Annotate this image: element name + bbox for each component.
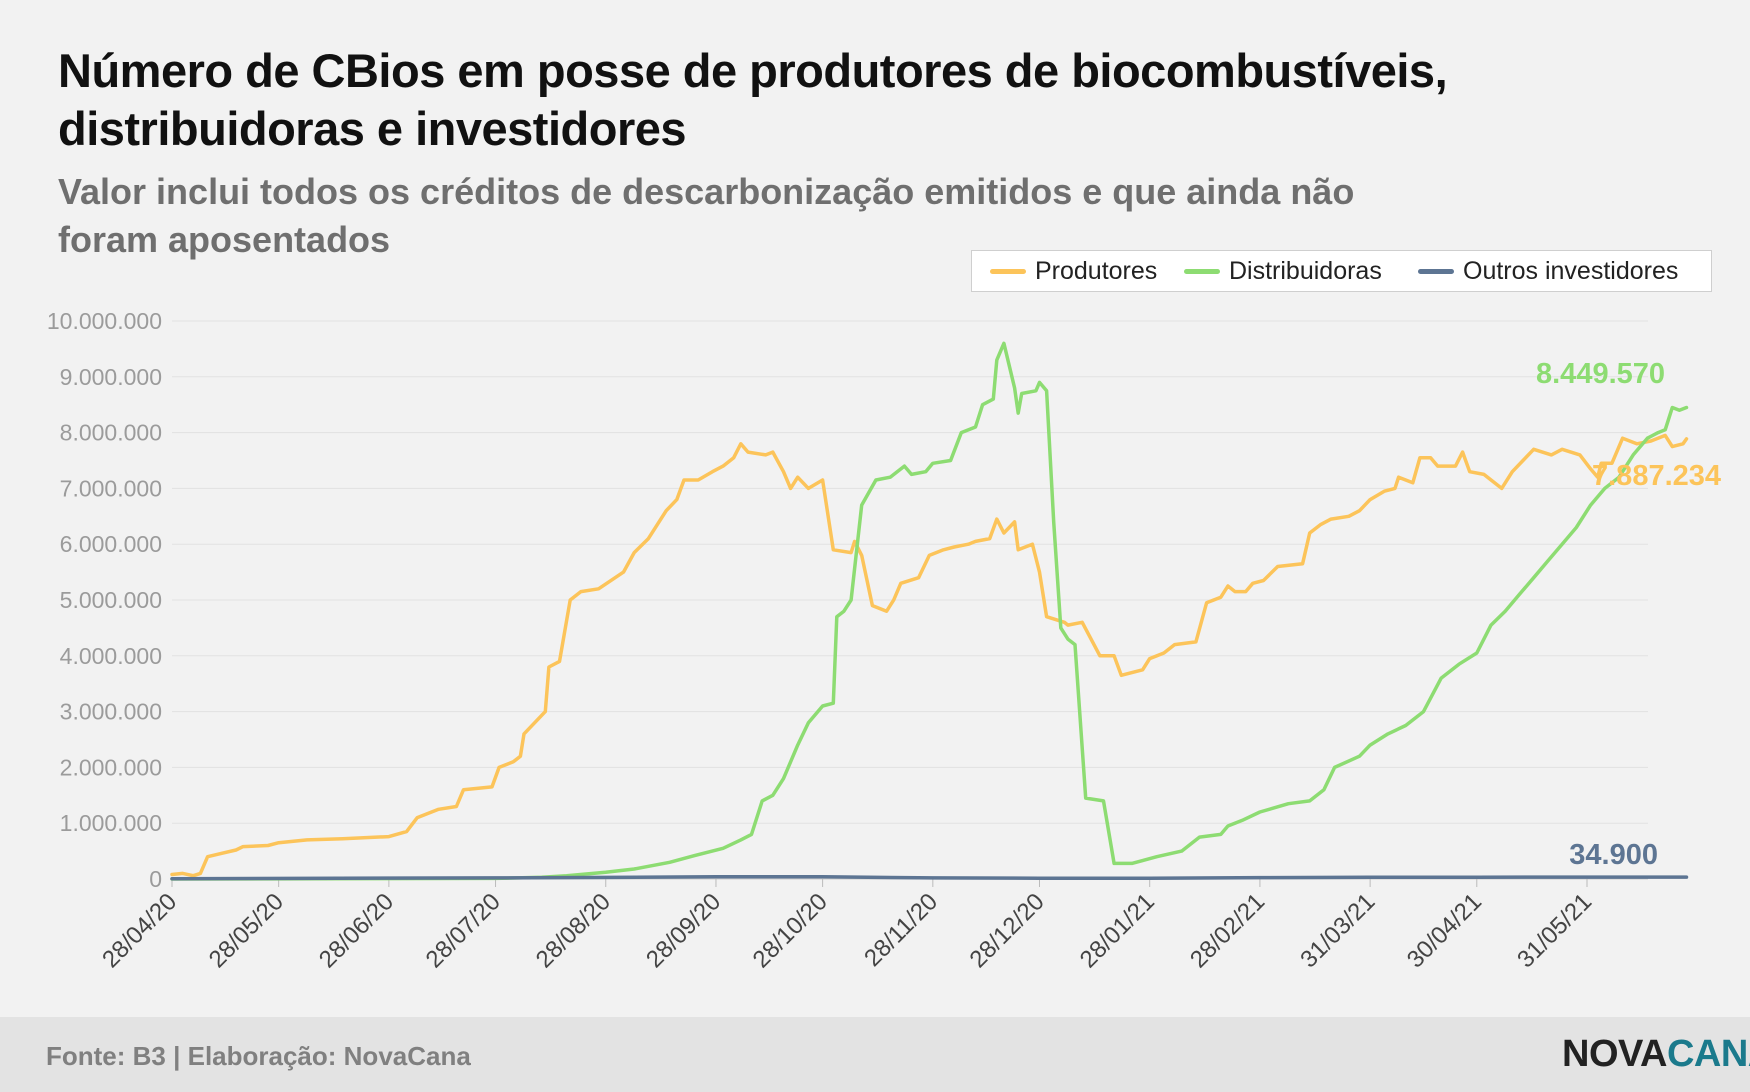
y-tick-label: 4.000.000 xyxy=(60,643,162,669)
source-text: Fonte: B3 | Elaboração: NovaCana xyxy=(46,1041,471,1071)
x-tick-label: 31/05/21 xyxy=(1512,888,1597,973)
legend-swatch-outros-investidores xyxy=(1418,268,1454,274)
x-tick-label: 28/05/20 xyxy=(204,888,289,973)
y-tick-label: 10.000.000 xyxy=(47,308,162,334)
x-tick-label: 28/08/20 xyxy=(531,888,616,973)
y-tick-label: 2.000.000 xyxy=(60,754,162,780)
x-tick-label: 31/03/21 xyxy=(1295,888,1380,973)
x-tick-label: 30/04/21 xyxy=(1402,888,1487,973)
logo-text-cana: CANA xyxy=(1666,1033,1750,1075)
line-chart: 0 1.000.000 2.000.000 3.000.000 4.000.000 5.0… xyxy=(47,308,1721,973)
y-tick-label: 5.000.000 xyxy=(60,587,162,613)
logo-text-nova: NOVA xyxy=(1562,1033,1667,1075)
chart-title: Número de CBios em posse de produtores d… xyxy=(58,44,1448,155)
y-tick-label: 7.000.000 xyxy=(60,475,162,501)
y-tick-label: 3.000.000 xyxy=(60,699,162,725)
series-line-produtores xyxy=(170,433,1689,878)
end-label-distribuidoras: 8.449.570 xyxy=(1536,358,1665,390)
x-tick-label: 28/04/20 xyxy=(97,888,182,973)
series-line-outros-investidores xyxy=(170,875,1689,881)
end-label-produtores: 7.887.234 xyxy=(1592,460,1721,492)
x-tick-label: 28/02/21 xyxy=(1185,888,1270,973)
x-tick-label: 28/10/20 xyxy=(748,888,833,973)
x-tick-label: 28/07/20 xyxy=(421,888,506,973)
y-tick-label: 0 xyxy=(149,866,162,892)
legend: Produtores Distribuidoras Outros investi… xyxy=(971,250,1712,292)
footer: Fonte: B3 | Elaboração: NovaCana NOVA CA… xyxy=(0,1017,1750,1092)
x-tick-label: 28/06/20 xyxy=(314,888,399,973)
legend-item-produtores[interactable]: Produtores xyxy=(990,251,1157,291)
x-tick-label: 28/09/20 xyxy=(641,888,726,973)
legend-swatch-distribuidoras xyxy=(1184,268,1220,274)
legend-item-outros-investidores[interactable]: Outros investidores xyxy=(1418,251,1678,291)
series-line-distribuidoras xyxy=(170,341,1689,881)
legend-label-distribuidoras: Distribuidoras xyxy=(1229,256,1382,285)
x-tick-label: 28/12/20 xyxy=(965,888,1050,973)
novacana-logo[interactable]: NOVA CANA xyxy=(1562,1033,1750,1076)
x-tick-label: 28/01/21 xyxy=(1075,888,1160,973)
legend-item-distribuidoras[interactable]: Distribuidoras xyxy=(1184,251,1382,291)
y-tick-label: 8.000.000 xyxy=(60,420,162,446)
x-tick-label: 28/11/20 xyxy=(859,888,943,972)
legend-swatch-produtores xyxy=(990,268,1026,274)
y-tick-label: 6.000.000 xyxy=(60,531,162,557)
y-tick-label: 9.000.000 xyxy=(60,364,162,390)
legend-label-produtores: Produtores xyxy=(1035,256,1158,285)
y-tick-label: 1.000.000 xyxy=(60,810,162,836)
chart-subtitle: Valor inclui todos os créditos de descar… xyxy=(58,171,1355,260)
end-label-outros-investidores: 34.900 xyxy=(1569,839,1658,871)
legend-label-outros-investidores: Outros investidores xyxy=(1463,256,1679,285)
